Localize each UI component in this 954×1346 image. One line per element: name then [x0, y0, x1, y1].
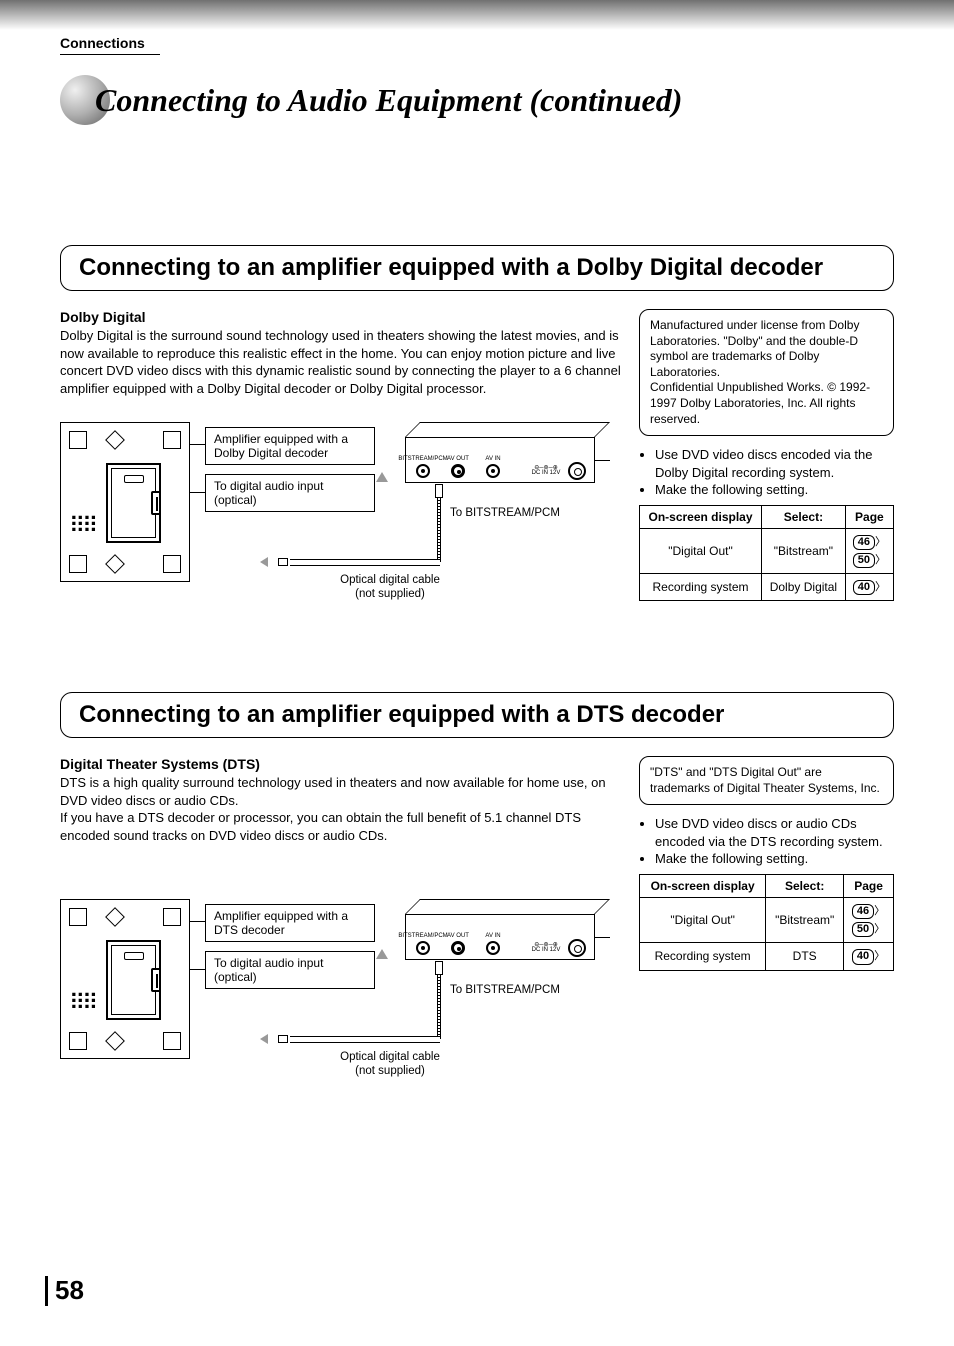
- section1-heading: Connecting to an amplifier equipped with…: [79, 254, 875, 282]
- section1-bullet-0: Use DVD video discs encoded via the Dolb…: [655, 446, 894, 481]
- amplifier-icon: ⠿⠿: [60, 422, 190, 582]
- section1-heading-box: Connecting to an amplifier equipped with…: [60, 245, 894, 291]
- arrow-up-icon: [376, 472, 388, 482]
- player-icon: BITSTREAM/PCM AV OUT AV IN ⊖─⊛─⊕ DC IN 1…: [405, 437, 595, 483]
- table-header: Page: [844, 875, 894, 898]
- table-cell: DTS: [766, 943, 844, 970]
- amp-label: Amplifier equipped with a Dolby Digital …: [205, 427, 375, 465]
- section2-heading-box: Connecting to an amplifier equipped with…: [60, 692, 894, 738]
- optical-cable-icon: [437, 975, 441, 1039]
- jack3-label: AV IN: [485, 456, 500, 462]
- cable-plug-top-icon: [435, 484, 443, 498]
- amp-optical-port-icon: [151, 968, 161, 992]
- table-cell: "Digital Out": [640, 528, 762, 573]
- page-ref: 50: [852, 922, 874, 937]
- table-cell: Dolby Digital: [762, 574, 846, 601]
- table-cell: "Bitstream": [762, 528, 846, 573]
- cable-plug-left-icon: [278, 1035, 288, 1043]
- bitstream-jack-icon: [416, 941, 430, 955]
- table-cell: 46〉 50〉: [845, 528, 893, 573]
- cable-label: Optical digital cable (not supplied): [320, 1051, 460, 1079]
- table-header: On-screen display: [640, 875, 766, 898]
- section1-bullet-1: Make the following setting.: [655, 481, 894, 499]
- optical-cable-icon: [437, 498, 441, 562]
- section2-body1: DTS is a high quality surround technolog…: [60, 774, 621, 809]
- player-top-icon: [405, 422, 610, 437]
- section2-body2: If you have a DTS decoder or processor, …: [60, 809, 621, 844]
- port-label: To BITSTREAM/PCM: [450, 507, 560, 521]
- input-label: To digital audio input (optical): [205, 951, 375, 989]
- amplifier-icon: ⠿⠿: [60, 899, 190, 1059]
- page-number-bar-icon: [45, 1276, 48, 1306]
- section1-body: Dolby Digital is the surround sound tech…: [60, 327, 621, 397]
- arrow-left-icon: [260, 1034, 268, 1044]
- table-cell: "Digital Out": [640, 898, 766, 943]
- table-cell: 46〉 50〉: [844, 898, 894, 943]
- section1-diagram: ⠿⠿ Amplifier equipped with a Dolby Digit…: [60, 422, 610, 602]
- table-header: Select:: [766, 875, 844, 898]
- page-ref: 46: [853, 535, 875, 550]
- table-cell: Recording system: [640, 574, 762, 601]
- amp-optical-port-icon: [151, 491, 161, 515]
- jack1-label: BITSTREAM/PCM: [398, 456, 447, 462]
- page-ref: 50: [853, 553, 875, 568]
- page-ref: 40: [852, 949, 874, 964]
- page-title: Connecting to Audio Equipment (continued…: [95, 82, 682, 119]
- amp-label: Amplifier equipped with a DTS decoder: [205, 904, 375, 942]
- avout-jack-icon: [451, 941, 465, 955]
- breadcrumb: Connections: [60, 35, 160, 55]
- jack2-label: AV OUT: [447, 456, 469, 462]
- section2-heading: Connecting to an amplifier equipped with…: [79, 701, 875, 729]
- table-cell: "Bitstream": [766, 898, 844, 943]
- section1-settings-table: On-screen display Select: Page "Digital …: [639, 505, 894, 602]
- cable-label: Optical digital cable (not supplied): [320, 574, 460, 602]
- player-icon: BITSTREAM/PCM AV OUT AV IN ⊖─⊛─⊕ DC IN 1…: [405, 914, 595, 960]
- section1-legal: Manufactured under license from Dolby La…: [639, 309, 894, 436]
- table-cell: 40〉: [844, 943, 894, 970]
- dc-label: DC IN 12V: [532, 470, 561, 476]
- table-header: Select:: [762, 505, 846, 528]
- section2-legal: "DTS" and "DTS Digital Out" are trademar…: [639, 756, 894, 805]
- dc-label: DC IN 12V: [532, 947, 561, 953]
- table-cell: 40〉: [845, 574, 893, 601]
- section2-bullet-1: Make the following setting.: [655, 850, 894, 868]
- input-label: To digital audio input (optical): [205, 474, 375, 512]
- page-title-row: Connecting to Audio Equipment (continued…: [60, 75, 894, 125]
- table-header: On-screen display: [640, 505, 762, 528]
- avout-jack-icon: [451, 464, 465, 478]
- section2-bullet-0: Use DVD video discs or audio CDs encoded…: [655, 815, 894, 850]
- cable-plug-left-icon: [278, 558, 288, 566]
- dc-jack-icon: [568, 939, 586, 957]
- arrow-left-icon: [260, 557, 268, 567]
- jack1-label: BITSTREAM/PCM: [398, 933, 447, 939]
- player-top-icon: [405, 899, 610, 914]
- table-cell: Recording system: [640, 943, 766, 970]
- jack2-label: AV OUT: [447, 933, 469, 939]
- avin-jack-icon: [486, 941, 500, 955]
- page-ref: 46: [852, 904, 874, 919]
- bitstream-jack-icon: [416, 464, 430, 478]
- section1-columns: Dolby Digital Dolby Digital is the surro…: [60, 309, 894, 602]
- section2-bullets: Use DVD video discs or audio CDs encoded…: [639, 815, 894, 868]
- avin-jack-icon: [486, 464, 500, 478]
- section2-diagram: ⠿⠿ Amplifier equipped with a DTS decoder…: [60, 899, 610, 1079]
- page-number: 58: [55, 1275, 84, 1306]
- section2-settings-table: On-screen display Select: Page "Digital …: [639, 874, 894, 971]
- section1-subhead: Dolby Digital: [60, 309, 621, 325]
- cable-plug-top-icon: [435, 961, 443, 975]
- arrow-up-icon: [376, 949, 388, 959]
- dc-jack-icon: [568, 462, 586, 480]
- table-header: Page: [845, 505, 893, 528]
- section1-bullets: Use DVD video discs encoded via the Dolb…: [639, 446, 894, 499]
- section2-columns: Digital Theater Systems (DTS) DTS is a h…: [60, 756, 894, 1079]
- port-label: To BITSTREAM/PCM: [450, 984, 560, 998]
- page-ref: 40: [853, 580, 875, 595]
- jack3-label: AV IN: [485, 933, 500, 939]
- section2-subhead: Digital Theater Systems (DTS): [60, 756, 621, 772]
